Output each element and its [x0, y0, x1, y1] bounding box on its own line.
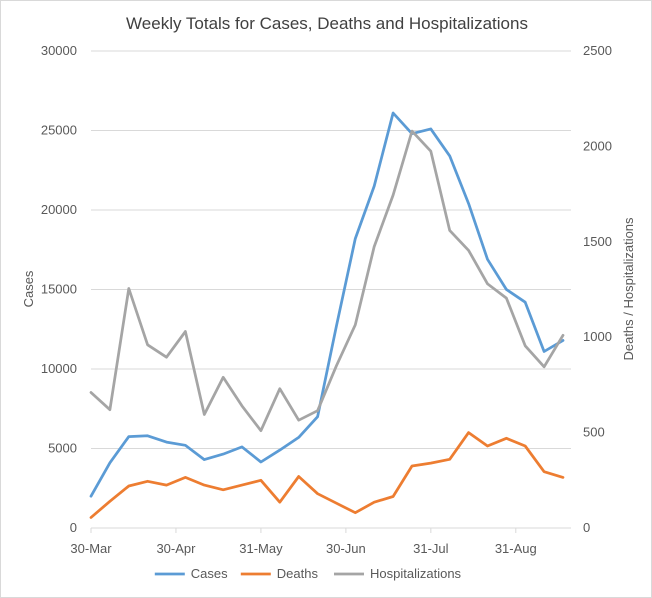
x-tick-label: 30-Mar [70, 541, 112, 556]
left-tick-label: 25000 [41, 123, 77, 138]
right-tick-label: 500 [583, 425, 605, 440]
left-tick-label: 0 [70, 520, 77, 535]
x-tick-label: 31-Jul [413, 541, 449, 556]
series-line-deaths [89, 431, 565, 519]
right-tick-label: 1500 [583, 234, 612, 249]
right-axis-ticks: 0 500 1000 1500 2000 2500 [583, 43, 612, 535]
left-tick-label: 10000 [41, 361, 77, 376]
right-tick-label: 2500 [583, 43, 612, 58]
legend-label: Cases [191, 566, 228, 581]
x-axis-ticks: 30-Mar 30-Apr 31-May 30-Jun 31-Jul 31-Aug [70, 528, 537, 556]
left-tick-label: 30000 [41, 43, 77, 58]
series-line-hospitalizations [89, 129, 565, 433]
left-axis-title: Cases [21, 270, 36, 307]
series-lines [89, 111, 565, 519]
x-tick-label: 31-Aug [495, 541, 537, 556]
chart-title: Weekly Totals for Cases, Deaths and Hosp… [126, 14, 528, 33]
series-line-cases [89, 111, 565, 498]
left-axis-ticks: 0 5000 10000 15000 20000 25000 30000 [41, 43, 77, 535]
legend: Cases Deaths Hospitalizations [154, 566, 462, 581]
right-tick-label: 2000 [583, 138, 612, 153]
right-axis-title: Deaths / Hospitalizations [621, 217, 636, 361]
right-tick-label: 0 [583, 520, 590, 535]
x-tick-label: 30-Apr [156, 541, 196, 556]
x-tick-label: 31-May [239, 541, 283, 556]
gridlines [91, 50, 571, 449]
right-tick-label: 1000 [583, 329, 612, 344]
x-tick-label: 30-Jun [326, 541, 366, 556]
legend-label: Deaths [277, 566, 319, 581]
left-tick-label: 15000 [41, 282, 77, 297]
left-tick-label: 20000 [41, 202, 77, 217]
legend-label: Hospitalizations [370, 566, 462, 581]
left-tick-label: 5000 [48, 441, 77, 456]
